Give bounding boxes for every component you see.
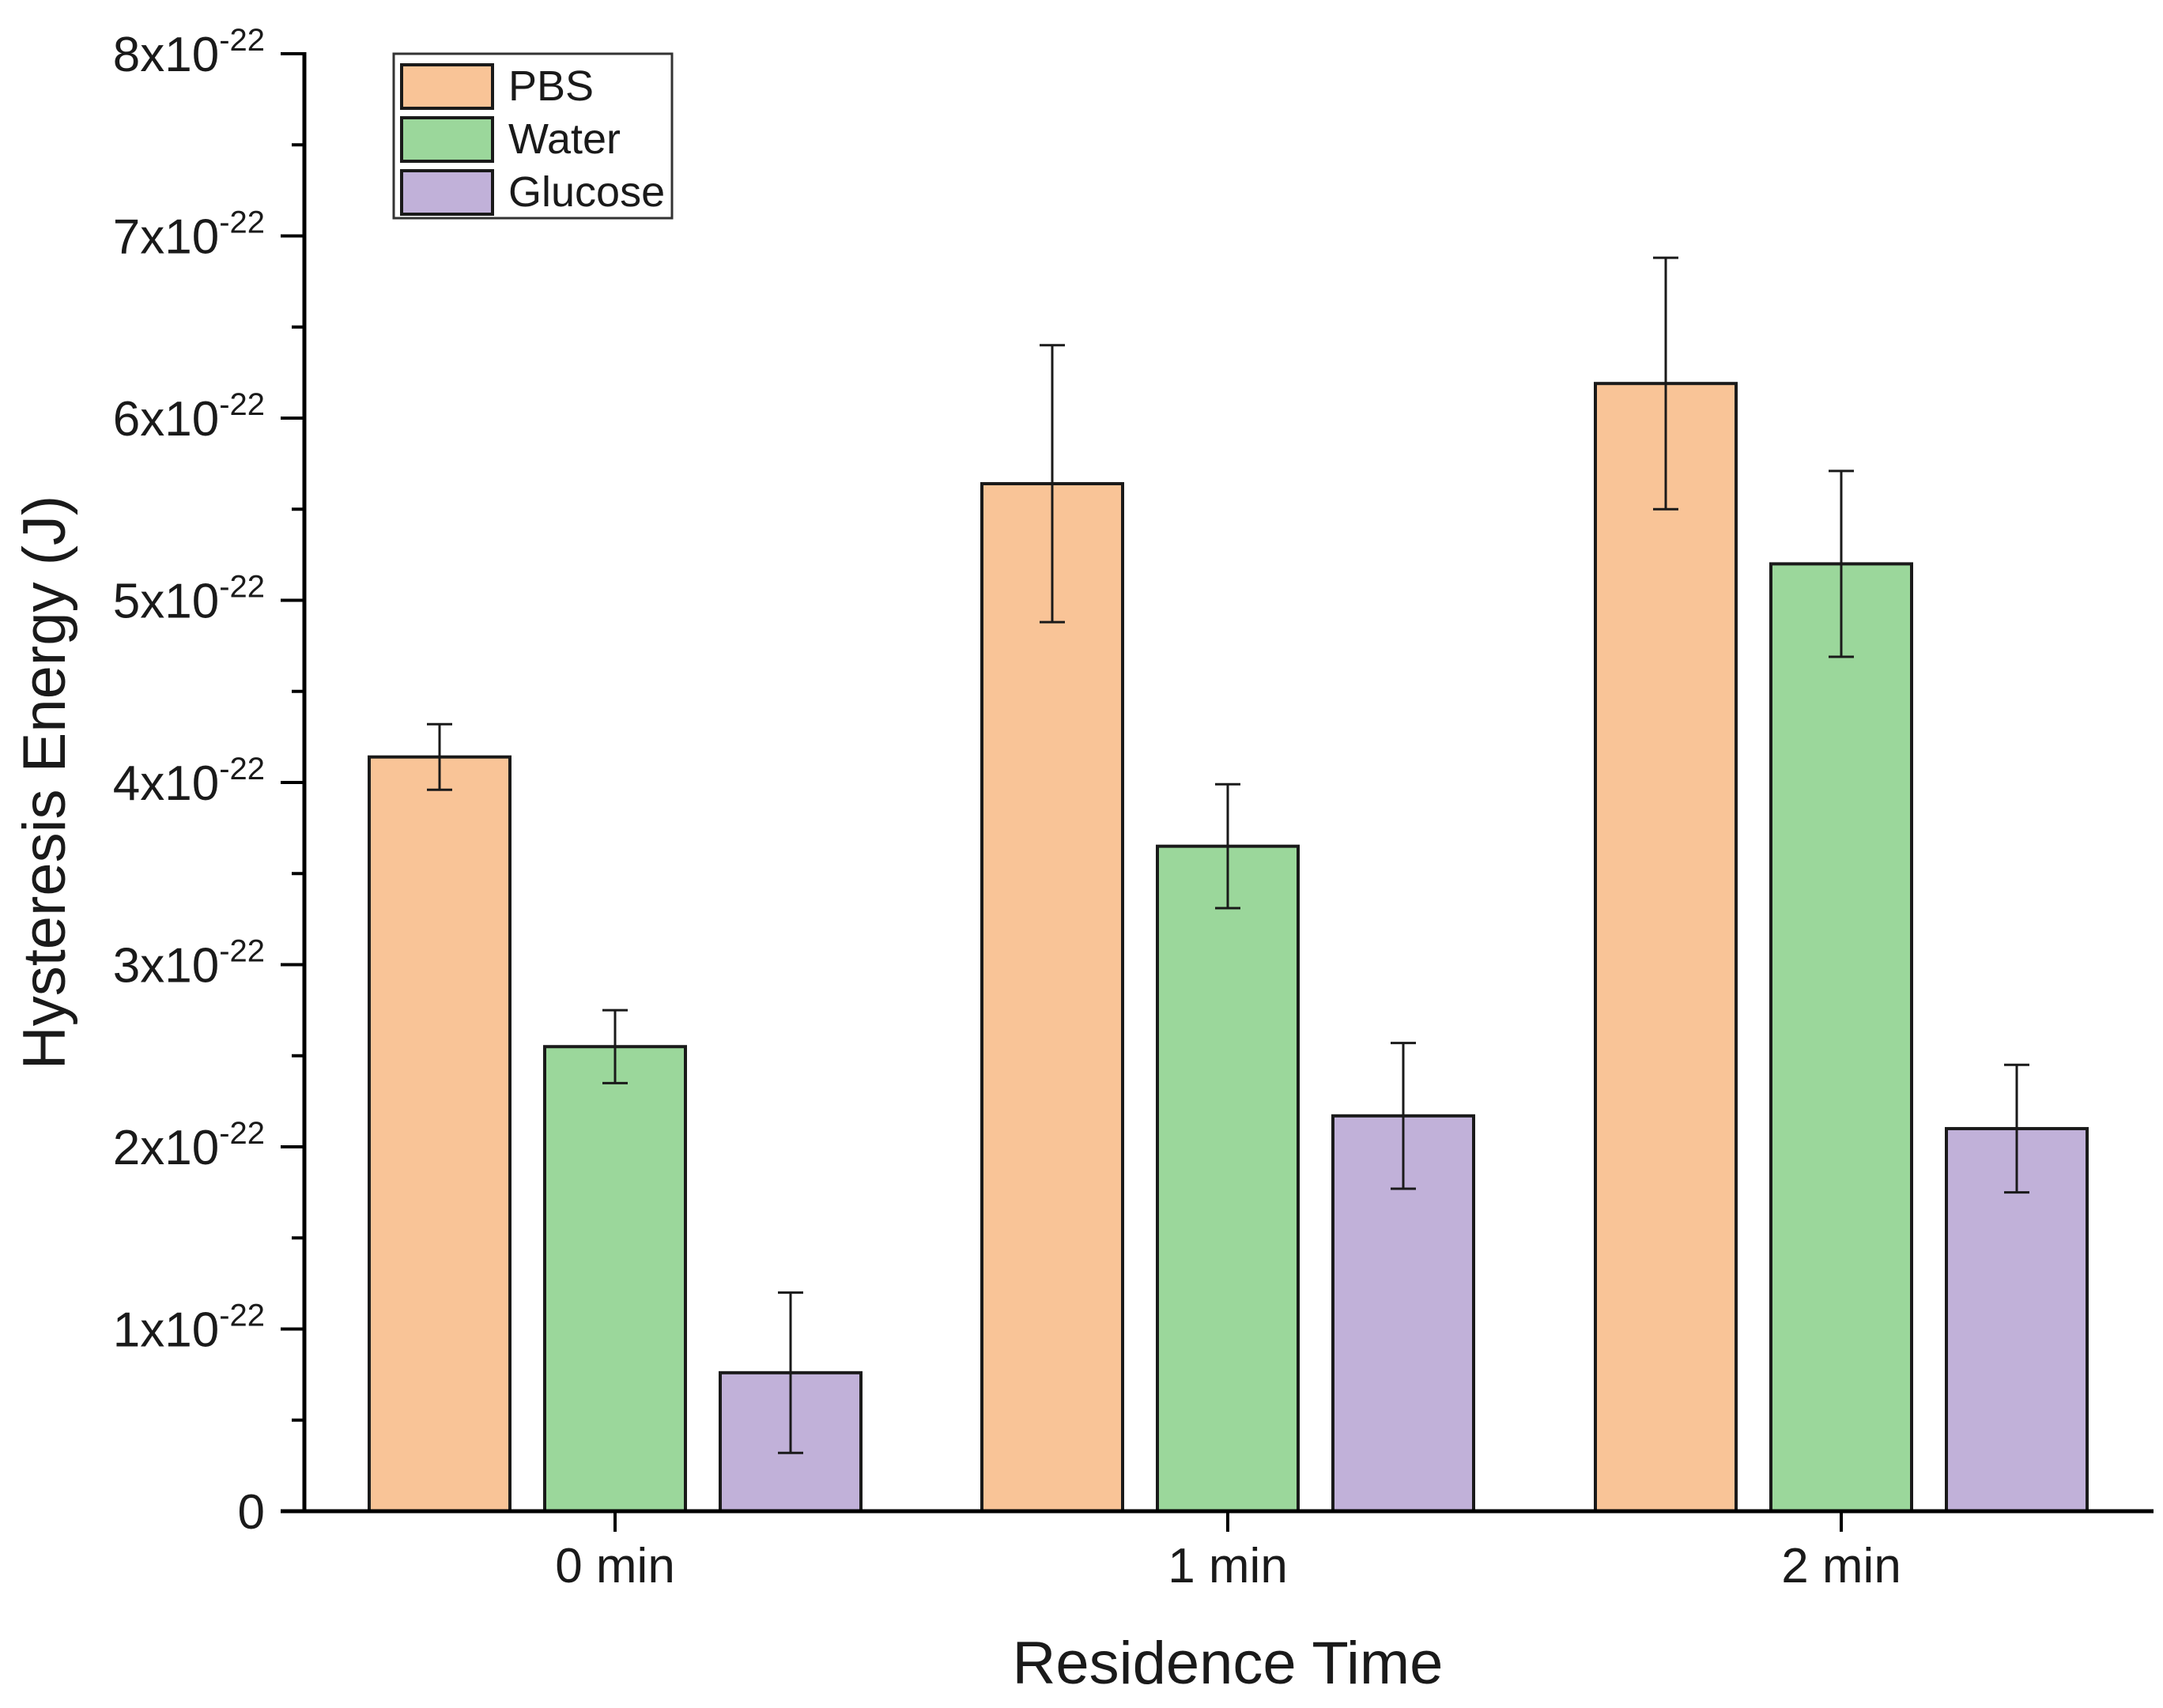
error-bar-glucose-1-min bbox=[1391, 1042, 1416, 1190]
y-tick-label: 6x10-22 bbox=[113, 387, 265, 447]
x-tick-label: 1 min bbox=[1168, 1539, 1288, 1593]
y-tick-label: 3x10-22 bbox=[113, 934, 265, 994]
y-tick-label: 7x10-22 bbox=[113, 205, 265, 265]
bars-layer bbox=[368, 382, 2089, 1514]
legend-swatch bbox=[400, 63, 494, 110]
error-bar-glucose-2-min bbox=[2004, 1063, 2029, 1194]
y-tick-label: 5x10-22 bbox=[113, 570, 265, 629]
bar-water-0-min bbox=[543, 1045, 687, 1513]
y-tick-label: 4x10-22 bbox=[113, 752, 265, 811]
x-tick-label: 2 min bbox=[1781, 1539, 1901, 1593]
error-bar-water-0-min bbox=[602, 1009, 628, 1084]
legend-item-glucose: Glucose bbox=[400, 168, 665, 216]
bar-water-1-min bbox=[1156, 844, 1300, 1514]
legend: PBS Water Glucose bbox=[392, 52, 674, 220]
y-tick-label: 1x10-22 bbox=[113, 1299, 265, 1358]
legend-swatch bbox=[400, 169, 494, 216]
axes: 0 1x10-22 2x10-22 3x10-22 4x10-22 5x10-22 6x10… bbox=[113, 23, 2154, 1593]
error-bar-pbs-2-min bbox=[1653, 256, 1678, 511]
x-tick-label: 0 min bbox=[555, 1539, 675, 1593]
legend-label: PBS bbox=[508, 62, 594, 110]
x-axis-title: Residence Time bbox=[1013, 1630, 1444, 1697]
error-bar-glucose-0-min bbox=[778, 1291, 803, 1454]
legend-label: Water bbox=[508, 115, 621, 163]
error-bar-pbs-0-min bbox=[427, 722, 452, 791]
error-bar-pbs-1-min bbox=[1040, 344, 1065, 624]
legend-label: Glucose bbox=[508, 168, 665, 216]
legend-item-water: Water bbox=[400, 115, 621, 163]
y-tick-label: 0 bbox=[238, 1485, 265, 1540]
error-bar-water-1-min bbox=[1215, 782, 1240, 910]
error-bars-layer bbox=[427, 256, 2029, 1454]
bar-water-2-min bbox=[1769, 562, 1913, 1513]
legend-item-pbs: PBS bbox=[400, 62, 594, 110]
y-tick-label: 2x10-22 bbox=[113, 1116, 265, 1175]
bar-pbs-1-min bbox=[980, 481, 1124, 1513]
y-tick-label: 8x10-22 bbox=[113, 23, 265, 82]
bar-pbs-2-min bbox=[1594, 382, 1738, 1514]
bar-pbs-0-min bbox=[368, 755, 511, 1513]
error-bar-water-2-min bbox=[1829, 469, 1854, 658]
y-axis-title: Hysteresis Energy (J) bbox=[11, 496, 78, 1069]
legend-swatch bbox=[400, 116, 494, 163]
